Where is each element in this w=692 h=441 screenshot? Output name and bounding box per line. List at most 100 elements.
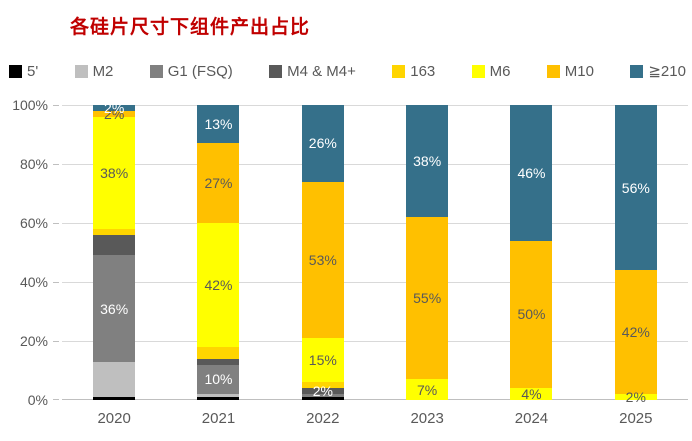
legend-item-label: M2: [92, 62, 114, 80]
stacked-bar-2023: 7% 55% 38%: [406, 105, 449, 400]
bar-segment: 27%: [197, 143, 240, 224]
bar-segment: 4%: [510, 386, 553, 403]
bar-group-2023: 7% 55% 38%: [375, 105, 479, 400]
bar-segment: [301, 382, 344, 389]
stacked-bar-2025: 2% 42% 56%: [614, 105, 657, 404]
bar-segment-label: 10%: [204, 371, 233, 388]
bar-segment-label: 4%: [521, 386, 542, 403]
y-axis-tick-label: 80%: [19, 156, 48, 172]
bar-segment: 15%: [301, 338, 344, 383]
x-axis-label: 2022: [306, 410, 340, 427]
bar-segment: [93, 234, 136, 256]
bar-segment-label: 2%: [625, 389, 646, 406]
stacked-bar-2024: 4% 50% 46%: [510, 105, 553, 403]
gridline: [62, 164, 688, 165]
bar-segment: 10%: [197, 364, 240, 395]
legend-item: M4 & M4+: [269, 63, 356, 80]
plot-area: 36% 38% 2% 2% 10% 42% 27% 13% 2% 15% 53% 26% 7% 55% 38…: [53, 101, 688, 404]
y-axis-tickmark: [53, 282, 59, 283]
bar-segment: 2%: [614, 390, 657, 404]
bar-segment: 50%: [510, 240, 553, 389]
bar-segment: 2%: [301, 384, 344, 398]
bar-segment: [93, 397, 136, 400]
bar-segment: 26%: [301, 105, 344, 182]
bar-segment: [197, 394, 240, 398]
legend-swatch-icon: [269, 64, 283, 78]
stacked-bar-2020: 36% 38% 2% 2%: [93, 101, 136, 400]
bar-segment-label: 38%: [100, 164, 129, 181]
gridline: [62, 105, 688, 106]
stacked-bar-2022: 2% 15% 53% 26%: [301, 105, 344, 400]
x-axis-label: 2023: [410, 410, 444, 427]
x-axis-labels: 2020 2021 2022 2023 2024 2025: [62, 410, 688, 427]
bar-segment: 56%: [614, 105, 657, 271]
legend-item: 5': [9, 63, 38, 80]
legend-item-label: M10: [564, 62, 594, 80]
bar-segment: [197, 358, 240, 365]
gridline: [62, 282, 688, 283]
bar-group-2020: 36% 38% 2% 2%: [62, 101, 166, 400]
bar-segment: [301, 394, 344, 398]
y-axis-tick-label: 20%: [19, 333, 48, 349]
y-axis-tick-label: 0%: [27, 392, 48, 408]
legend: 5' M2 G1 (FSQ) M4 & M4+ 163 M6 M10 ≧210: [9, 60, 686, 82]
bar-group-2022: 2% 15% 53% 26%: [271, 105, 375, 400]
bar-segment-label: 27%: [204, 175, 233, 192]
bar-segment: [197, 397, 240, 400]
y-axis-tick-label: 40%: [19, 274, 48, 290]
bar-segment: 2%: [93, 101, 136, 115]
y-axis-tickmark: [53, 105, 59, 106]
bar-group-2024: 4% 50% 46%: [479, 105, 583, 403]
bar-segment-label: 42%: [621, 324, 650, 341]
gridline: [62, 223, 688, 224]
bar-segment-label: 36%: [100, 300, 129, 317]
legend-item: M2: [74, 62, 114, 80]
legend-item-label: 163: [410, 62, 436, 80]
legend-swatch-icon: [74, 64, 88, 78]
bar-segment-label: 56%: [621, 179, 650, 196]
legend-item-label: 5': [27, 62, 39, 80]
bar-segment: 38%: [93, 116, 136, 229]
bar-segment-label: 26%: [308, 135, 337, 152]
bar-segment-label: 15%: [308, 352, 337, 369]
bar-segment: [93, 228, 136, 235]
bar-segment: 13%: [197, 105, 240, 144]
y-axis-tickmark: [53, 341, 59, 342]
legend-swatch-icon: [392, 64, 406, 78]
x-axis-label: 2025: [619, 410, 653, 427]
bar-segment: 36%: [93, 255, 136, 362]
bars-container: 36% 38% 2% 2% 10% 42% 27% 13% 2% 15% 53% 26% 7% 55% 38…: [62, 101, 688, 404]
bar-segment-label: 2%: [104, 105, 125, 122]
bar-segment: 55%: [406, 217, 449, 380]
legend-item-label: M6: [489, 62, 511, 80]
stacked-bar-2021: 10% 42% 27% 13%: [197, 105, 240, 400]
bar-segment-label: 7%: [417, 381, 438, 398]
bar-segment-label: 2%: [312, 383, 333, 400]
bar-segment: [301, 397, 344, 400]
legend-item: ≧210: [630, 62, 686, 80]
bar-segment: 53%: [301, 181, 344, 339]
bar-segment: 42%: [197, 223, 240, 347]
bar-group-2021: 10% 42% 27% 13%: [166, 105, 270, 400]
legend-item: G1 (FSQ): [149, 62, 233, 80]
gridline: [62, 341, 688, 342]
bar-group-2025: 2% 42% 56%: [584, 105, 688, 404]
legend-item-label: G1 (FSQ): [167, 62, 233, 80]
x-axis-label: 2021: [201, 410, 236, 427]
bar-segment-label: 53%: [308, 251, 337, 268]
gridline: [62, 399, 688, 400]
y-axis-tickmark: [53, 164, 59, 165]
bar-segment-label: 50%: [517, 306, 546, 323]
legend-item: M6: [471, 62, 511, 80]
y-axis-tick-label: 100%: [12, 97, 48, 113]
chart-title: 各硅片尺寸下组件产出占比: [70, 17, 311, 38]
bar-segment: 7%: [406, 379, 449, 400]
bar-segment-label: 55%: [413, 290, 442, 307]
legend-swatch-icon: [9, 64, 22, 78]
bar-segment: [197, 346, 240, 359]
bar-segment-label: 42%: [204, 276, 233, 293]
y-axis-tick-label: 60%: [19, 215, 48, 231]
bar-segment: 42%: [614, 270, 657, 395]
legend-swatch-icon: [546, 64, 560, 78]
legend-swatch-icon: [471, 64, 485, 78]
